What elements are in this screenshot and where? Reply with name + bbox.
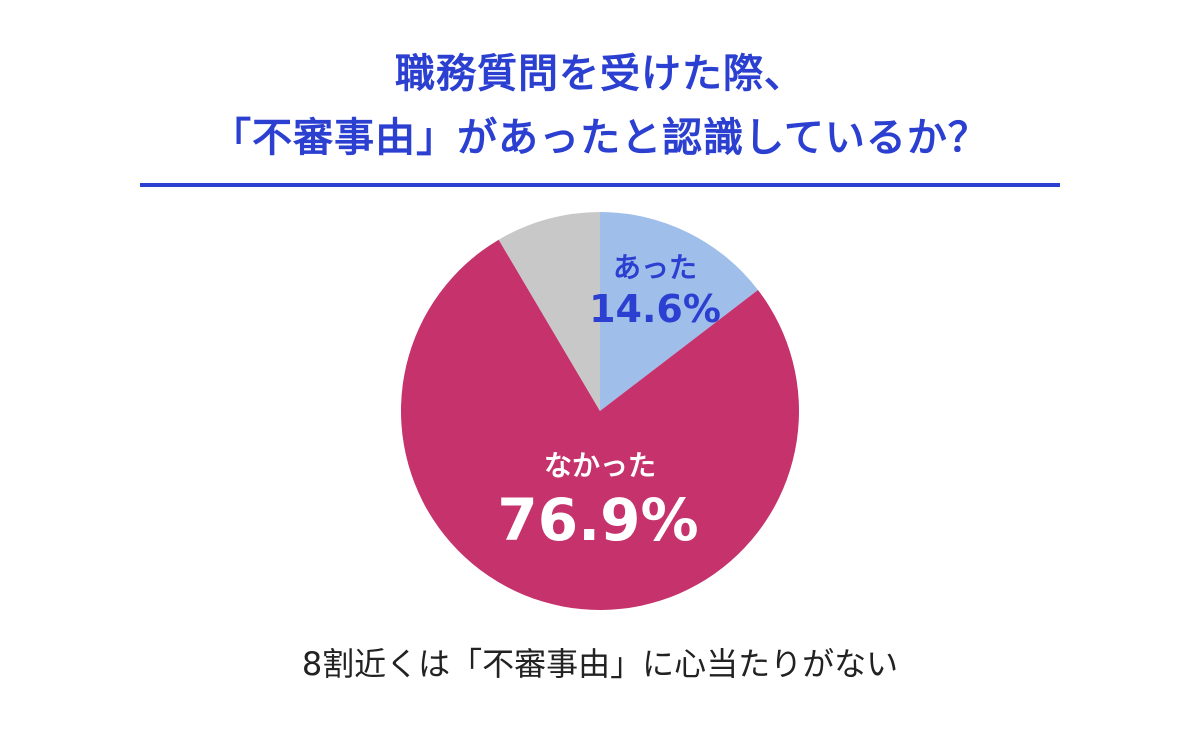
chart-caption: 8割近くは「不審事由」に心当たりがない xyxy=(301,645,899,683)
chart-title-line-1: 職務質問を受けた際、 xyxy=(395,51,805,97)
slice-label-atta-value: 14.6% xyxy=(589,287,721,331)
slice-atta xyxy=(600,212,758,411)
slice-label-nakatta-value: 76.9% xyxy=(497,486,698,554)
slice-label-atta-name: あった xyxy=(613,251,697,284)
title-underline xyxy=(140,183,1060,187)
slice-label-nakatta-name: なかった xyxy=(544,449,656,482)
slice-nakatta xyxy=(400,239,799,610)
slice-other xyxy=(498,211,600,411)
chart-title-line-2: 「不審事由」があったと認識しているか？ xyxy=(211,115,989,161)
